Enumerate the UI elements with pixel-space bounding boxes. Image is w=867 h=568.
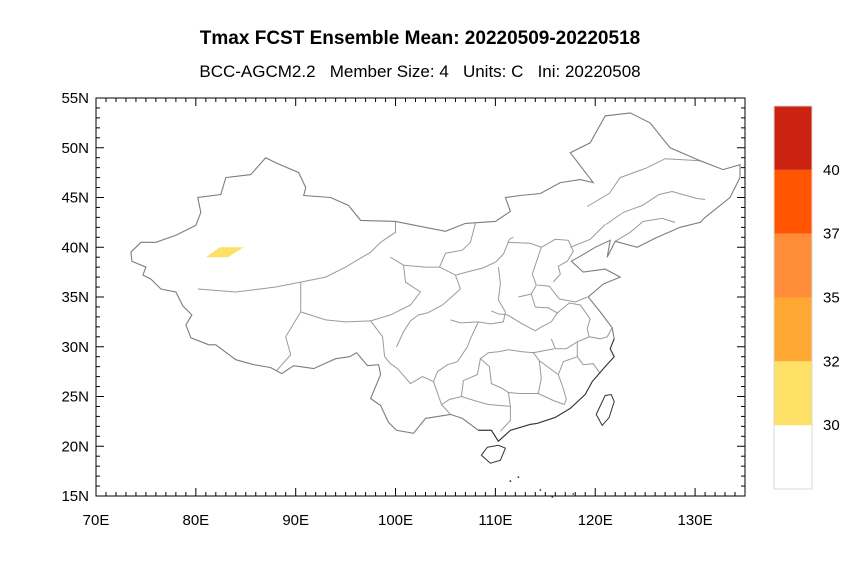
colorbar-label: 35 xyxy=(823,290,840,307)
island-dot xyxy=(539,489,542,491)
island-dot xyxy=(509,480,512,482)
provincial-boundary xyxy=(432,321,479,415)
provincial-boundary xyxy=(479,349,542,394)
provincial-boundary xyxy=(614,217,676,242)
provincial-boundary xyxy=(500,392,511,432)
latitude-labels: 15N 20N 25N 30N 35N 40N 45N 50N 55N xyxy=(61,90,89,505)
latitude-label: 20N xyxy=(61,438,89,455)
longitude-label: 130E xyxy=(678,512,713,529)
longitude-labels: 70E 80E 90E 100E 110E 120E 130E xyxy=(83,512,713,529)
provincial-boundary xyxy=(605,190,706,225)
provincial-boundary xyxy=(450,267,506,325)
provincial-boundary xyxy=(589,327,613,340)
longitude-label: 70E xyxy=(83,512,110,529)
provincial-boundary xyxy=(532,348,559,376)
colorbar-bin xyxy=(774,169,812,234)
national-boundary xyxy=(130,112,741,443)
colorbar-label: 37 xyxy=(823,226,840,243)
shaded-regions xyxy=(205,247,244,258)
colorbar-bin xyxy=(774,425,812,489)
provincial-boundary xyxy=(370,256,422,322)
provincial-boundary xyxy=(537,284,588,303)
island-dot xyxy=(551,496,554,498)
provincial-boundary xyxy=(538,393,565,405)
colorbar-bin xyxy=(774,361,812,426)
longitude-label: 110E xyxy=(478,512,512,529)
longitude-label: 80E xyxy=(182,512,209,529)
map-plot-area xyxy=(130,112,741,498)
provincial-boundary xyxy=(507,293,559,332)
shaded-region-tmax-30-32 xyxy=(205,247,244,258)
taiwan-island-outline xyxy=(595,393,615,427)
provincial-boundary xyxy=(197,221,396,293)
boundary-lines xyxy=(130,112,741,498)
hainan-island-outline xyxy=(480,444,507,464)
longitude-label: 90E xyxy=(282,512,309,529)
latitude-label: 55N xyxy=(61,90,89,107)
figure-title: Tmax FCST Ensemble Mean: 20220509-202205… xyxy=(200,28,640,49)
colorbar: 30 32 35 37 40 xyxy=(773,105,840,490)
provincial-boundary xyxy=(396,312,428,348)
colorbar-bin xyxy=(774,106,812,170)
provincial-boundary xyxy=(300,282,386,357)
colorbar-bin xyxy=(774,233,812,298)
coastline xyxy=(478,338,615,443)
provincial-boundary xyxy=(384,356,434,385)
provincial-boundary xyxy=(507,241,542,298)
provincial-boundary xyxy=(276,311,302,371)
provincial-boundary xyxy=(403,223,476,268)
latitude-label: 50N xyxy=(61,140,89,157)
latitude-label: 45N xyxy=(61,190,89,207)
plot-frame xyxy=(95,97,746,497)
provincial-boundary xyxy=(576,341,601,374)
figure-subtitle: BCC-AGCM2.2 Member Size: 4 Units: C Ini:… xyxy=(199,62,640,81)
colorbar-label: 30 xyxy=(823,417,840,434)
latitude-label: 15N xyxy=(61,488,89,505)
latitude-label: 40N xyxy=(61,239,89,256)
latitude-label: 25N xyxy=(61,389,89,406)
island-dot xyxy=(572,493,575,495)
colorbar-label: 32 xyxy=(823,353,840,370)
latitude-label: 35N xyxy=(61,289,89,306)
provincial-boundary xyxy=(460,358,481,397)
colorbar-bin xyxy=(774,297,812,362)
colorbar-label: 40 xyxy=(823,162,840,179)
provincial-boundary xyxy=(557,356,578,405)
provincial-boundary xyxy=(550,302,591,350)
provincial-boundary xyxy=(570,224,606,248)
provincial-boundary xyxy=(491,310,508,316)
island-dot xyxy=(517,476,520,478)
latitude-label: 30N xyxy=(61,339,89,356)
provincial-boundary xyxy=(427,266,461,314)
axis-ticks xyxy=(95,97,746,497)
provincial-boundary xyxy=(455,236,514,276)
provincial-boundary xyxy=(441,395,511,407)
longitude-label: 100E xyxy=(378,512,413,529)
provincial-boundary xyxy=(541,238,574,283)
colorbar-frame xyxy=(773,105,813,490)
provincial-boundary xyxy=(586,158,701,207)
longitude-label: 120E xyxy=(578,512,613,529)
